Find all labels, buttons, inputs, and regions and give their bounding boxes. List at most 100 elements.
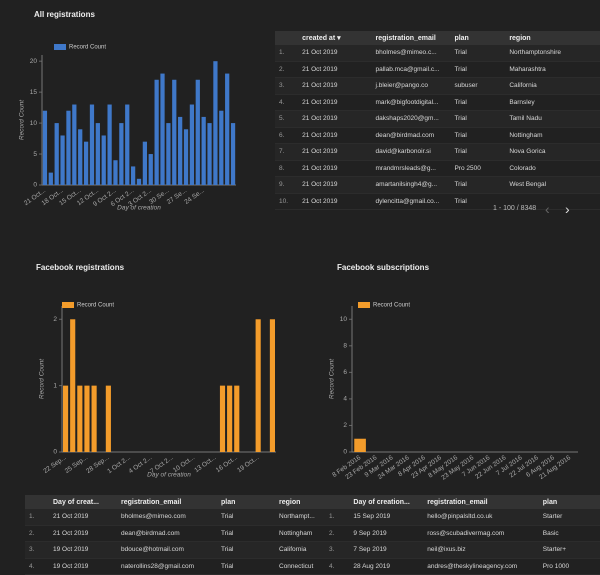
table-row: 1. 15 Sep 2019 hello@pinpalsltd.co.uk Start… [325,509,600,526]
bar [148,154,153,185]
x-tick-label: 16 Oct... [215,454,239,474]
row-number: 1. [275,45,299,62]
header-cell [25,495,49,509]
table-cell: bholmes@mimeo.com [117,509,217,526]
bar [105,385,111,452]
table-cell: mrandmrsleads@g... [371,160,451,177]
column-header[interactable]: registration_email [117,495,217,509]
y-axis-title: Record Count [19,99,26,140]
bar [91,385,97,452]
column-header[interactable]: created at ▾ [298,31,372,45]
column-header[interactable]: plan [450,31,506,45]
row-number: 3. [25,541,49,559]
y-axis-title: Record Count [39,358,46,399]
sort-icon[interactable]: ▾ [335,35,341,42]
table-cell: Trial [450,176,506,194]
y-tick-label: 0 [343,449,347,456]
bar [62,385,69,452]
bar [125,104,130,185]
table-cell: 21 Oct 2019 [298,143,372,161]
column-header[interactable]: region [275,495,335,509]
table-cell: bholmes@mimeo.c... [371,45,451,62]
legend-label: Record Count [77,303,114,309]
table-cell: david@karbonoir.si [371,143,451,161]
table-cell: California [505,77,600,95]
table-cell: West Bengal [505,176,600,194]
table-cell: mark@bigfootdigital... [371,94,451,111]
bar [219,385,226,452]
table-cell: 15 Sep 2019 [349,509,424,526]
pagination: 1 - 100 / 8348 [493,205,537,212]
table-cell: dylencitta@gmail.co... [371,193,451,210]
table-row: 2. 21 Oct 2019 pallab.mca@gmail.c... Trial M… [275,61,600,78]
data-table: created at ▾ registration_email plan region… [275,31,600,210]
data-table: Day of creat... registration_email plan reg… [25,495,335,575]
table-cell: Pro 1000 [538,558,600,575]
bar [101,135,106,185]
table-row: 3. 21 Oct 2019 j.bleier@pango.co subuser Cal… [275,77,600,95]
table-cell: 21 Oct 2019 [298,77,372,95]
bar [66,110,71,185]
bar [95,123,100,185]
bar [230,123,236,185]
table-cell: 28 Aug 2019 [349,558,424,575]
y-tick-label: 10 [30,120,38,127]
x-tick-label: 13 Oct... [193,454,217,474]
table-cell: Trial [450,61,506,78]
row-number: 4. [25,558,49,575]
bar [119,123,124,185]
column-header[interactable]: region [505,31,600,45]
prev-page[interactable]: ‹ [545,201,550,217]
header-row: Day of creation... registration_email plan [325,495,600,509]
x-tick-label: 25 Sep... [64,454,89,475]
row-number: 3. [325,541,350,559]
table-cell: dean@birdmad.com [371,127,451,144]
bar [172,79,177,185]
table-cell: Trial [450,193,506,210]
table-cell: bdouce@hotmail.com [117,541,217,559]
table-cell: Colorado [505,160,600,177]
table-cell: Northamptonshire [505,45,600,62]
table-row: 2. 21 Oct 2019 dean@birdmad.com Trial Nottin… [25,525,335,542]
bar [89,104,95,185]
column-header[interactable]: registration_email [423,495,539,509]
y-axis-title: Record Count [329,358,336,399]
table-cell: Trial [450,143,506,161]
y-tick-label: 15 [30,89,38,96]
table-row: 3. 7 Sep 2019 neil@ixus.biz Starter+ [325,541,600,559]
bar [201,116,206,185]
column-header[interactable]: plan [217,495,275,509]
table-cell: Nottingham [505,127,600,144]
column-header[interactable]: Day of creation... [349,495,424,509]
table-cell: Trial [217,558,275,575]
row-number: 2. [25,525,49,542]
next-page[interactable]: › [565,201,570,217]
bar [54,123,59,185]
table-cell: Trial [450,45,506,62]
bar [166,123,171,185]
bar [78,129,83,185]
header-cell [325,495,350,509]
table-row: 2. 9 Sep 2019 ross@scubadivermag.com Basic [325,525,600,542]
table-cell: 21 Oct 2019 [298,160,372,177]
table-cell: Pro 2500 [450,160,506,177]
chart-title: Facebook subscriptions [337,263,430,272]
y-tick-label: 0 [33,182,37,189]
bar [107,104,112,185]
table-row: 7. 21 Oct 2019 david@karbonoir.si Trial Nova… [275,143,600,161]
legend-swatch [358,302,370,308]
table-row: 10. 21 Oct 2019 dylencitta@gmail.co... Tria… [275,193,600,210]
table-cell: Basic [538,525,600,542]
bar [142,141,147,185]
column-header[interactable]: Day of creat... [49,495,117,509]
header-row: created at ▾ registration_email plan region [275,31,600,45]
column-header[interactable]: registration_email [371,31,451,45]
y-tick-label: 4 [343,396,347,403]
y-tick-label: 20 [30,58,38,65]
bar [219,110,224,185]
bar [77,385,83,452]
bar [72,104,77,185]
column-header[interactable]: plan [538,495,600,509]
table-cell: 21 Oct 2019 [298,176,372,194]
table-cell: Trial [217,509,275,526]
